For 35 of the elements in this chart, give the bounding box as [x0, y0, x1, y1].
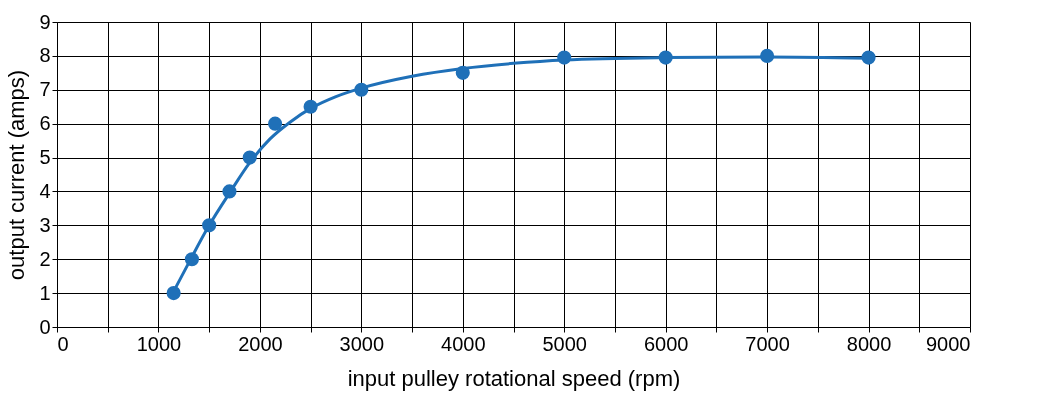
x-tick-label: 1000: [136, 332, 182, 355]
point: [166, 286, 181, 301]
y-tick-label: 5: [39, 146, 51, 169]
x-tick-label: 7000: [745, 332, 790, 355]
point: [268, 116, 283, 131]
x-tick-label: 2000: [238, 332, 283, 355]
x-tick-label: 4000: [441, 332, 486, 355]
y-tick-label: 0: [39, 315, 51, 338]
y-tick-label: 3: [39, 213, 51, 236]
y-tick-label: 7: [39, 78, 51, 101]
point: [222, 184, 237, 199]
x-tick-label: 5000: [542, 332, 587, 355]
x-tick-label: 8000: [846, 332, 892, 355]
point: [303, 99, 318, 114]
point: [760, 48, 775, 63]
y-tick-label: 1: [39, 281, 51, 304]
y-tick-label: 6: [39, 112, 51, 135]
x-tick-label: 6000: [643, 332, 689, 355]
y-tick-label: 4: [39, 179, 51, 202]
x-axis-title: input pulley rotational speed (rpm): [347, 365, 681, 391]
x-tick-label: 9000: [926, 332, 971, 355]
point: [861, 50, 876, 65]
y-tick-label: 2: [39, 247, 51, 270]
point: [455, 65, 470, 80]
point: [184, 252, 199, 267]
point: [202, 218, 217, 233]
x-tick-label: 3000: [339, 332, 385, 355]
y-tick-label: 9: [39, 10, 51, 33]
x-tick-label: 0: [57, 332, 69, 355]
y-axis-title: output current (amps): [4, 69, 30, 281]
y-tick-label: 8: [39, 44, 51, 67]
point: [354, 82, 369, 97]
point: [557, 50, 572, 65]
point: [658, 50, 673, 65]
point: [242, 150, 257, 165]
